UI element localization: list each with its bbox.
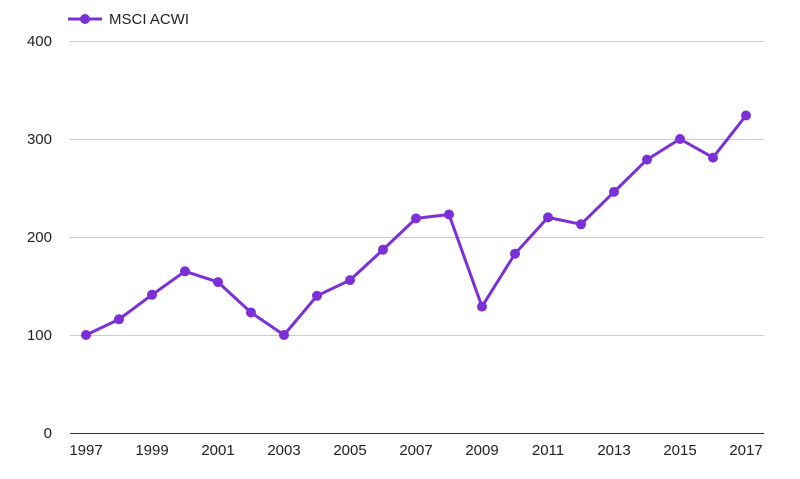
- series-line-0: [84, 114, 748, 337]
- data-point: [312, 290, 322, 301]
- data-point: [609, 186, 619, 197]
- x-tick-label: 2003: [267, 442, 300, 459]
- legend: MSCI ACWI: [68, 11, 189, 28]
- x-tick-label: 2007: [399, 442, 432, 459]
- y-tick-label: 200: [27, 229, 52, 246]
- data-point: [444, 209, 454, 220]
- x-tick-label: 1997: [69, 442, 102, 459]
- data-point: [477, 301, 487, 312]
- x-tick-label: 2015: [663, 442, 696, 459]
- data-points: [81, 110, 751, 340]
- data-point: [213, 277, 223, 288]
- y-tick-label: 0: [44, 425, 52, 442]
- y-tick-labels: 0 100 200 300 400: [27, 33, 52, 442]
- data-point: [411, 213, 421, 224]
- x-tick-label: 1999: [135, 442, 168, 459]
- data-point: [642, 154, 652, 165]
- data-point: [246, 307, 256, 318]
- x-tick-labels: 1997 1999 2001 2003 2005 2007 2009 2011 2013 2015…: [69, 442, 762, 459]
- x-tick-label: 2013: [597, 442, 630, 459]
- data-point: [81, 330, 91, 340]
- x-tick-label: 2017: [729, 442, 762, 459]
- data-point: [708, 152, 718, 163]
- data-point: [510, 248, 520, 259]
- series-lines: [84, 114, 748, 337]
- legend-label-msci-acwi: MSCI ACWI: [109, 11, 189, 28]
- y-tick-label: 100: [27, 327, 52, 344]
- grid-lines: [70, 41, 764, 434]
- y-tick-label: 400: [27, 33, 52, 50]
- data-point: [147, 289, 157, 300]
- data-point: [543, 212, 553, 223]
- data-point: [114, 314, 124, 325]
- data-point: [180, 266, 190, 277]
- data-point: [378, 244, 388, 255]
- x-tick-label: 2011: [532, 442, 564, 459]
- data-point: [741, 110, 751, 121]
- x-tick-label: 2009: [465, 442, 498, 459]
- data-point: [576, 219, 586, 230]
- data-point: [279, 330, 289, 340]
- data-point: [345, 275, 355, 286]
- legend-marker-swatch: [80, 14, 90, 24]
- data-point: [675, 134, 685, 144]
- x-tick-label: 2005: [333, 442, 366, 459]
- y-tick-label: 300: [27, 131, 52, 148]
- x-tick-label: 2001: [201, 442, 234, 459]
